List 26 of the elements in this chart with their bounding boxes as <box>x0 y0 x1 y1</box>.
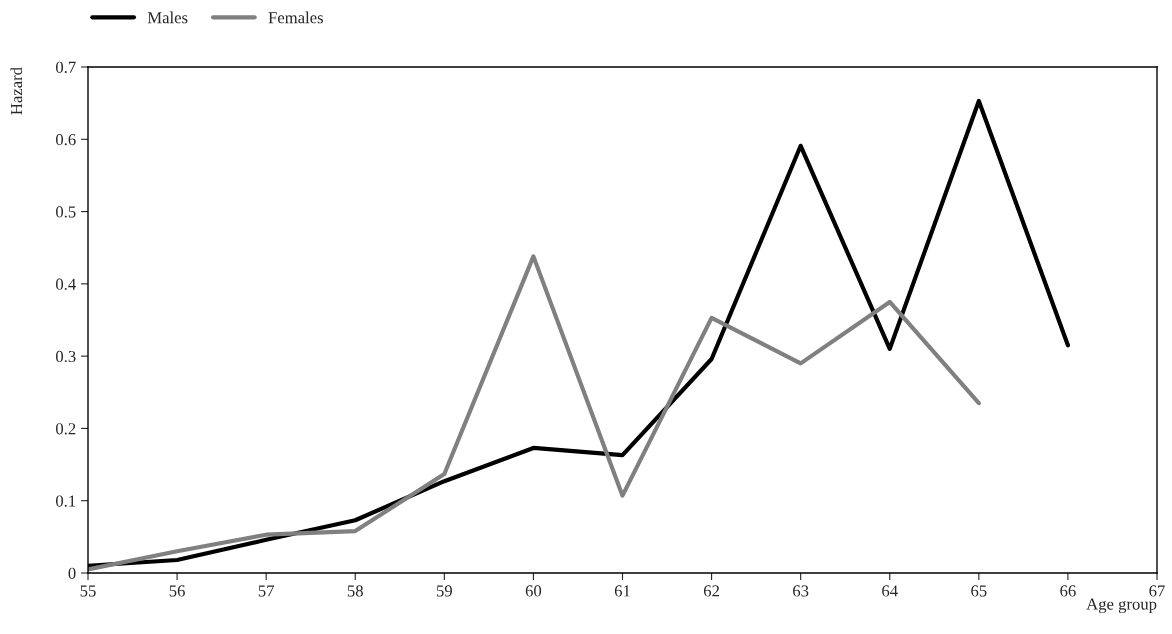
x-tick-label: 59 <box>436 585 452 597</box>
y-tick-label: 0.7 <box>56 61 76 74</box>
legend-label: Males <box>147 11 188 24</box>
x-tick-label: 67 <box>1149 585 1165 597</box>
x-tick-label: 58 <box>347 585 363 597</box>
y-tick-label: 0.4 <box>56 278 76 290</box>
y-tick-label: 0 <box>68 567 76 579</box>
x-tick-label: 61 <box>614 585 630 597</box>
x-tick-label: 62 <box>703 585 719 597</box>
line-series <box>88 254 981 572</box>
x-tick-label: 64 <box>882 585 898 597</box>
y-tick-label: 0.2 <box>56 423 76 435</box>
x-tick-label: 56 <box>169 585 185 597</box>
y-tick-label: 0.6 <box>56 133 76 146</box>
x-tick-label: 66 <box>1060 585 1076 597</box>
x-tick-label: 57 <box>258 585 275 597</box>
y-tick-label: 0.5 <box>56 206 76 218</box>
y-tick-label: 0.1 <box>56 495 76 507</box>
x-tick-label: 63 <box>793 585 809 597</box>
x-tick-label: 60 <box>525 585 542 597</box>
x-axis-title: Age group <box>1086 598 1157 614</box>
y-axis-title: Hazard <box>10 67 23 115</box>
x-tick-label: 55 <box>80 585 96 597</box>
legend-label: Females <box>268 11 323 24</box>
x-tick-label: 65 <box>971 585 987 597</box>
y-tick-label: 0.3 <box>56 350 76 363</box>
